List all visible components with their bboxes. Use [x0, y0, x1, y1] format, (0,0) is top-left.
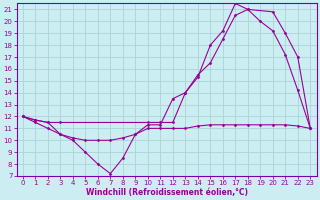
X-axis label: Windchill (Refroidissement éolien,°C): Windchill (Refroidissement éolien,°C): [85, 188, 248, 197]
